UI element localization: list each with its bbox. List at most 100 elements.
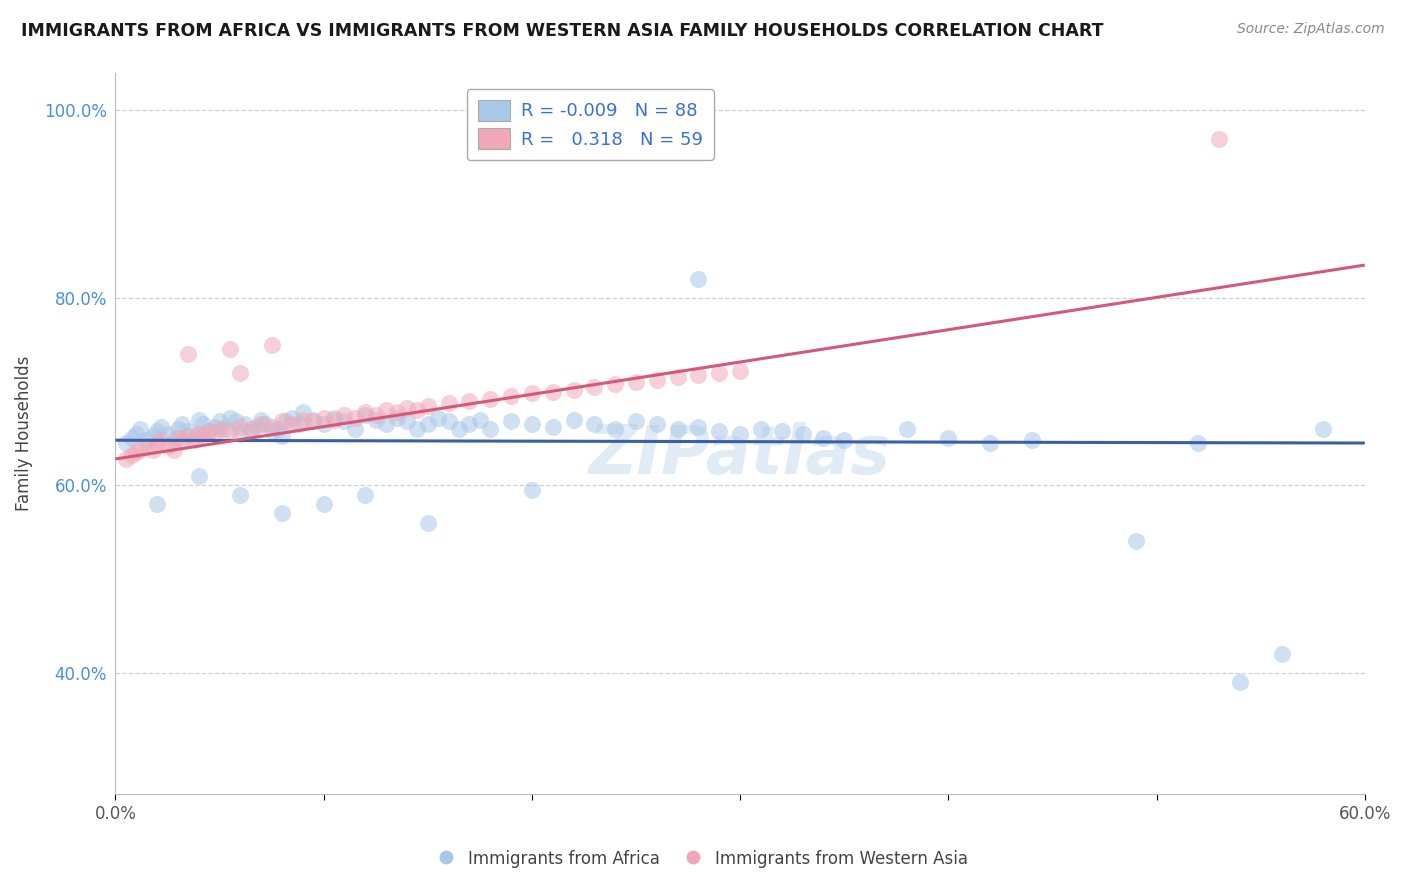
Y-axis label: Family Households: Family Households	[15, 356, 32, 511]
Point	[135, 434, 157, 448]
Point	[728, 426, 751, 441]
Point	[229, 426, 252, 441]
Point	[250, 417, 273, 432]
Point	[239, 424, 262, 438]
Point	[191, 429, 214, 443]
Point	[239, 422, 262, 436]
Point	[156, 426, 179, 441]
Point	[385, 410, 408, 425]
Point	[832, 434, 855, 448]
Point	[688, 420, 710, 434]
Point	[323, 412, 346, 426]
Point	[406, 403, 429, 417]
Point	[1187, 436, 1209, 450]
Point	[938, 431, 960, 445]
Point	[562, 383, 585, 397]
Point	[645, 373, 668, 387]
Point	[191, 417, 214, 432]
Point	[146, 436, 169, 450]
Point	[896, 422, 918, 436]
Point	[150, 434, 173, 448]
Point	[1312, 422, 1334, 436]
Point	[150, 420, 173, 434]
Point	[271, 506, 294, 520]
Point	[291, 412, 314, 426]
Point	[212, 422, 235, 436]
Point	[198, 424, 221, 438]
Point	[979, 436, 1001, 450]
Point	[416, 417, 439, 432]
Point	[1208, 131, 1230, 145]
Point	[385, 405, 408, 419]
Point	[163, 434, 186, 448]
Point	[499, 389, 522, 403]
Point	[688, 368, 710, 382]
Point	[142, 442, 165, 457]
Point	[204, 426, 226, 441]
Point	[605, 377, 627, 392]
Point	[333, 415, 356, 429]
Point	[688, 272, 710, 286]
Point	[499, 415, 522, 429]
Point	[437, 415, 460, 429]
Point	[125, 445, 148, 459]
Point	[458, 393, 481, 408]
Point	[645, 417, 668, 432]
Point	[219, 424, 242, 438]
Point	[172, 417, 194, 432]
Point	[1270, 647, 1292, 661]
Point	[541, 420, 564, 434]
Point	[1125, 534, 1147, 549]
Point	[260, 337, 283, 351]
Point	[792, 426, 814, 441]
Point	[142, 429, 165, 443]
Point	[250, 412, 273, 426]
Point	[479, 422, 502, 436]
Point	[583, 380, 606, 394]
Point	[246, 420, 269, 434]
Point	[354, 487, 377, 501]
Point	[624, 415, 647, 429]
Point	[583, 417, 606, 432]
Point	[291, 405, 314, 419]
Point	[183, 434, 205, 448]
Point	[163, 442, 186, 457]
Text: Source: ZipAtlas.com: Source: ZipAtlas.com	[1237, 22, 1385, 37]
Point	[115, 452, 138, 467]
Point	[187, 468, 209, 483]
Point	[749, 422, 772, 436]
Point	[271, 415, 294, 429]
Point	[520, 483, 543, 497]
Point	[177, 424, 200, 438]
Point	[395, 401, 418, 416]
Point	[260, 424, 283, 438]
Point	[354, 405, 377, 419]
Point	[287, 417, 309, 432]
Point	[375, 403, 398, 417]
Point	[129, 422, 152, 436]
Point	[233, 417, 256, 432]
Point	[364, 412, 387, 426]
Point	[1021, 434, 1043, 448]
Point	[395, 415, 418, 429]
Point	[343, 410, 366, 425]
Point	[562, 412, 585, 426]
Point	[416, 516, 439, 530]
Point	[115, 436, 138, 450]
Point	[468, 412, 491, 426]
Point	[254, 417, 277, 432]
Point	[177, 347, 200, 361]
Text: IMMIGRANTS FROM AFRICA VS IMMIGRANTS FROM WESTERN ASIA FAMILY HOUSEHOLDS CORRELA: IMMIGRANTS FROM AFRICA VS IMMIGRANTS FRO…	[21, 22, 1104, 40]
Point	[709, 366, 731, 380]
Point	[225, 415, 247, 429]
Point	[187, 412, 209, 426]
Point	[271, 429, 294, 443]
Point	[167, 422, 190, 436]
Point	[375, 417, 398, 432]
Point	[121, 448, 143, 462]
Point	[146, 497, 169, 511]
Point	[177, 429, 200, 443]
Point	[125, 426, 148, 441]
Point	[624, 375, 647, 389]
Point	[267, 422, 290, 436]
